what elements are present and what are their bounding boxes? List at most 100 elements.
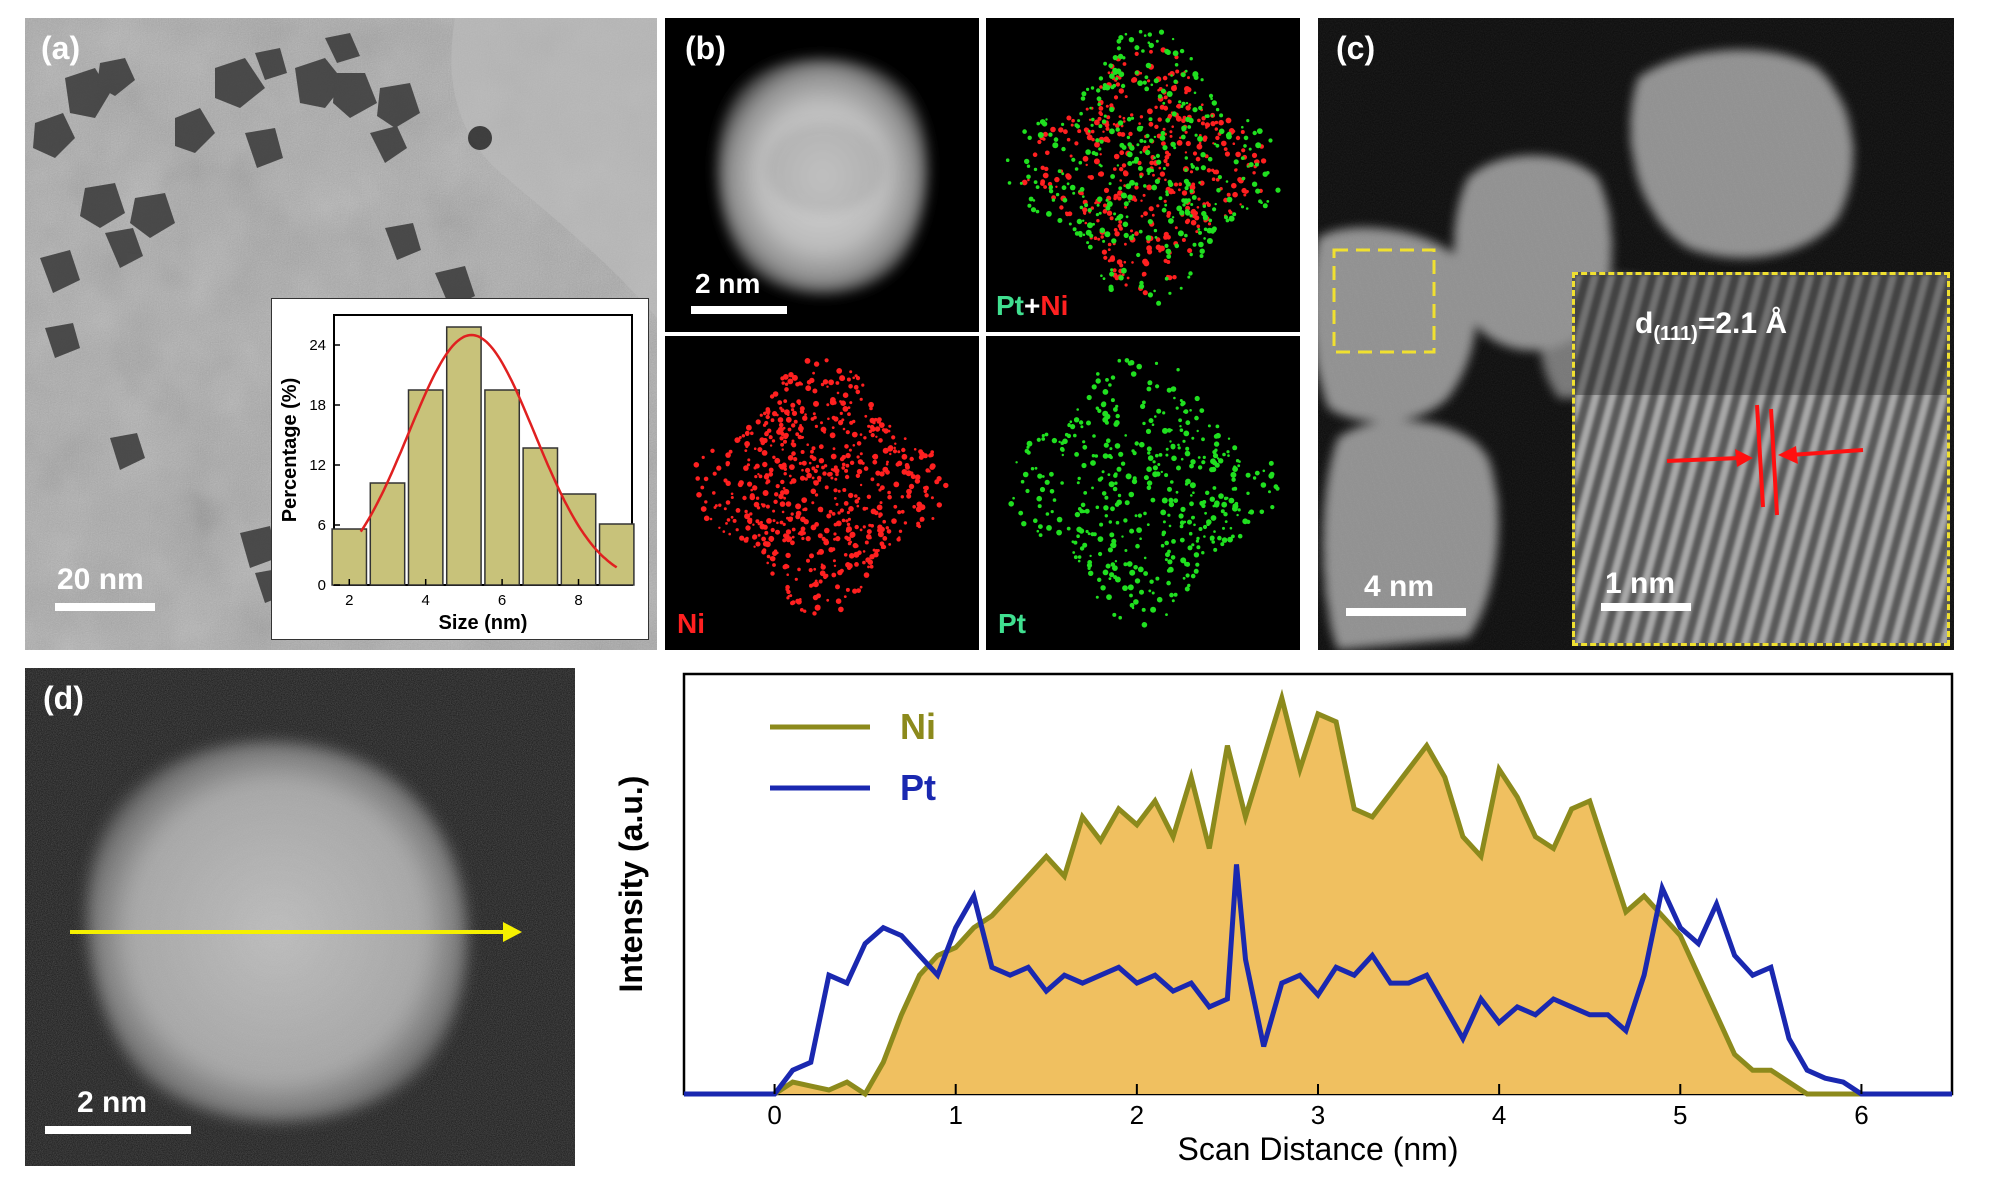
ni-dot bbox=[844, 474, 850, 480]
ni-dot bbox=[872, 453, 879, 460]
ni-dot bbox=[835, 598, 842, 604]
ni-dot bbox=[878, 422, 885, 428]
ni-dot bbox=[1100, 235, 1104, 239]
pt-dot bbox=[1192, 491, 1195, 494]
ni-dot bbox=[887, 445, 894, 452]
ni-dot bbox=[869, 406, 873, 411]
ni-dot bbox=[846, 377, 851, 382]
pt-dot bbox=[1073, 417, 1080, 423]
pt-dot bbox=[1171, 37, 1175, 41]
ni-dot bbox=[856, 504, 860, 508]
ni-dot bbox=[1191, 208, 1196, 213]
pt-dot bbox=[1022, 471, 1029, 478]
pt-dot bbox=[1114, 502, 1120, 507]
map-label-pt: Pt bbox=[998, 608, 1026, 639]
pt-dot bbox=[1254, 470, 1260, 476]
ni-dot bbox=[889, 452, 892, 456]
ni-dot bbox=[875, 470, 881, 476]
pt-dot bbox=[1230, 471, 1237, 478]
pt-dot bbox=[1109, 447, 1113, 451]
pt-dot bbox=[1199, 254, 1204, 258]
pt-dot bbox=[1208, 93, 1214, 98]
ni-dot bbox=[814, 493, 819, 497]
ni-dot bbox=[1102, 130, 1105, 133]
pt-dot bbox=[1072, 227, 1077, 232]
ni-dot bbox=[882, 447, 889, 454]
pt-dot bbox=[1081, 462, 1087, 469]
pt-dot bbox=[1185, 573, 1190, 578]
pt-dot bbox=[1175, 406, 1179, 410]
pt-dot bbox=[1193, 552, 1200, 558]
pt-dot bbox=[1147, 451, 1151, 455]
pt-dot bbox=[1133, 599, 1139, 605]
pt-dot bbox=[1066, 526, 1071, 531]
pt-dot bbox=[1176, 205, 1183, 212]
ni-dot bbox=[1181, 190, 1188, 196]
ni-dot bbox=[767, 428, 772, 433]
pt-dot bbox=[1238, 460, 1241, 463]
pt-dot bbox=[1153, 156, 1156, 160]
ni-dot bbox=[839, 568, 844, 573]
ni-dot bbox=[857, 459, 864, 465]
pt-dot bbox=[1036, 495, 1042, 502]
ni-dot bbox=[914, 474, 921, 480]
ni-dot bbox=[842, 488, 847, 492]
ni-dot bbox=[783, 399, 788, 403]
pt-dot bbox=[1172, 50, 1179, 57]
pt-dot bbox=[1142, 421, 1146, 426]
pt-dot bbox=[1211, 540, 1215, 544]
ni-dot bbox=[847, 517, 851, 521]
ni-dot bbox=[779, 501, 786, 507]
pt-dot bbox=[1237, 508, 1241, 512]
ni-dot bbox=[856, 468, 863, 475]
ni-dot bbox=[713, 506, 717, 509]
pt-dot bbox=[1179, 537, 1185, 543]
ni-dot bbox=[1196, 206, 1200, 209]
pt-dot bbox=[1134, 441, 1139, 446]
ni-dot bbox=[1174, 182, 1178, 187]
d-spacing-marker bbox=[1666, 404, 1864, 516]
pt-dot bbox=[1084, 203, 1089, 208]
pt-dot bbox=[1048, 132, 1053, 137]
ni-dot bbox=[824, 485, 829, 490]
ni-dot bbox=[1175, 105, 1179, 108]
pt-dot bbox=[1026, 164, 1031, 168]
pt-dot bbox=[1184, 450, 1191, 457]
ni-dot bbox=[770, 571, 775, 576]
ni-dot bbox=[1158, 166, 1162, 170]
pt-dot bbox=[1106, 594, 1112, 600]
ni-dot bbox=[725, 452, 731, 458]
pt-dot bbox=[1079, 187, 1085, 192]
ni-dot bbox=[764, 530, 769, 535]
ni-dot bbox=[847, 412, 851, 416]
ni-dot bbox=[749, 493, 755, 499]
pt-dot bbox=[1096, 372, 1100, 376]
ni-dot bbox=[1124, 205, 1128, 209]
pt-dot bbox=[1177, 446, 1181, 450]
ni-dot bbox=[846, 510, 850, 515]
pt-dot bbox=[1095, 138, 1100, 143]
ni-dot bbox=[898, 529, 903, 533]
pt-dot bbox=[1146, 480, 1153, 486]
d-spacing-sub: (111) bbox=[1653, 323, 1698, 345]
eds-map-pt: Pt bbox=[986, 336, 1300, 650]
ni-dot bbox=[1206, 201, 1209, 205]
pt-dot bbox=[1147, 292, 1153, 298]
pt-dot bbox=[1245, 472, 1251, 478]
pt-dot bbox=[1213, 502, 1220, 508]
pt-dot bbox=[1205, 114, 1210, 118]
ni-dot bbox=[827, 417, 830, 421]
ni-dot bbox=[848, 553, 855, 559]
pt-dot bbox=[1189, 482, 1196, 489]
scan-xtick-label: 5 bbox=[1673, 1100, 1687, 1130]
ni-dot bbox=[854, 562, 859, 567]
pt-dot bbox=[1189, 189, 1194, 194]
ni-dot bbox=[1103, 136, 1110, 143]
pt-dot bbox=[1005, 158, 1010, 162]
ni-dot bbox=[1044, 166, 1049, 172]
ni-dot bbox=[784, 534, 790, 540]
pt-dot bbox=[1097, 536, 1104, 542]
pt-dot bbox=[1165, 552, 1170, 558]
arrow-head-left bbox=[1778, 446, 1798, 464]
ni-dot bbox=[788, 474, 792, 478]
